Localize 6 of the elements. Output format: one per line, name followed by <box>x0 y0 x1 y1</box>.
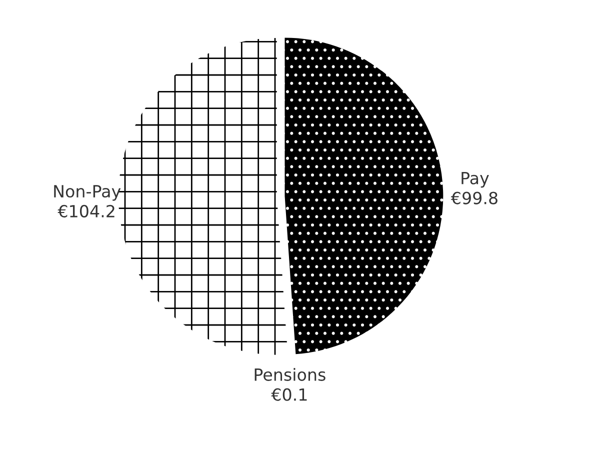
data-label: €0.1 <box>271 388 307 401</box>
slice-label: Pay <box>462 172 489 188</box>
slice-label: Non-Pay <box>54 185 121 201</box>
data-label: €99.8 <box>450 192 498 204</box>
slice-label: Pensions <box>254 368 326 381</box>
data-label: €104.2 <box>58 204 114 218</box>
